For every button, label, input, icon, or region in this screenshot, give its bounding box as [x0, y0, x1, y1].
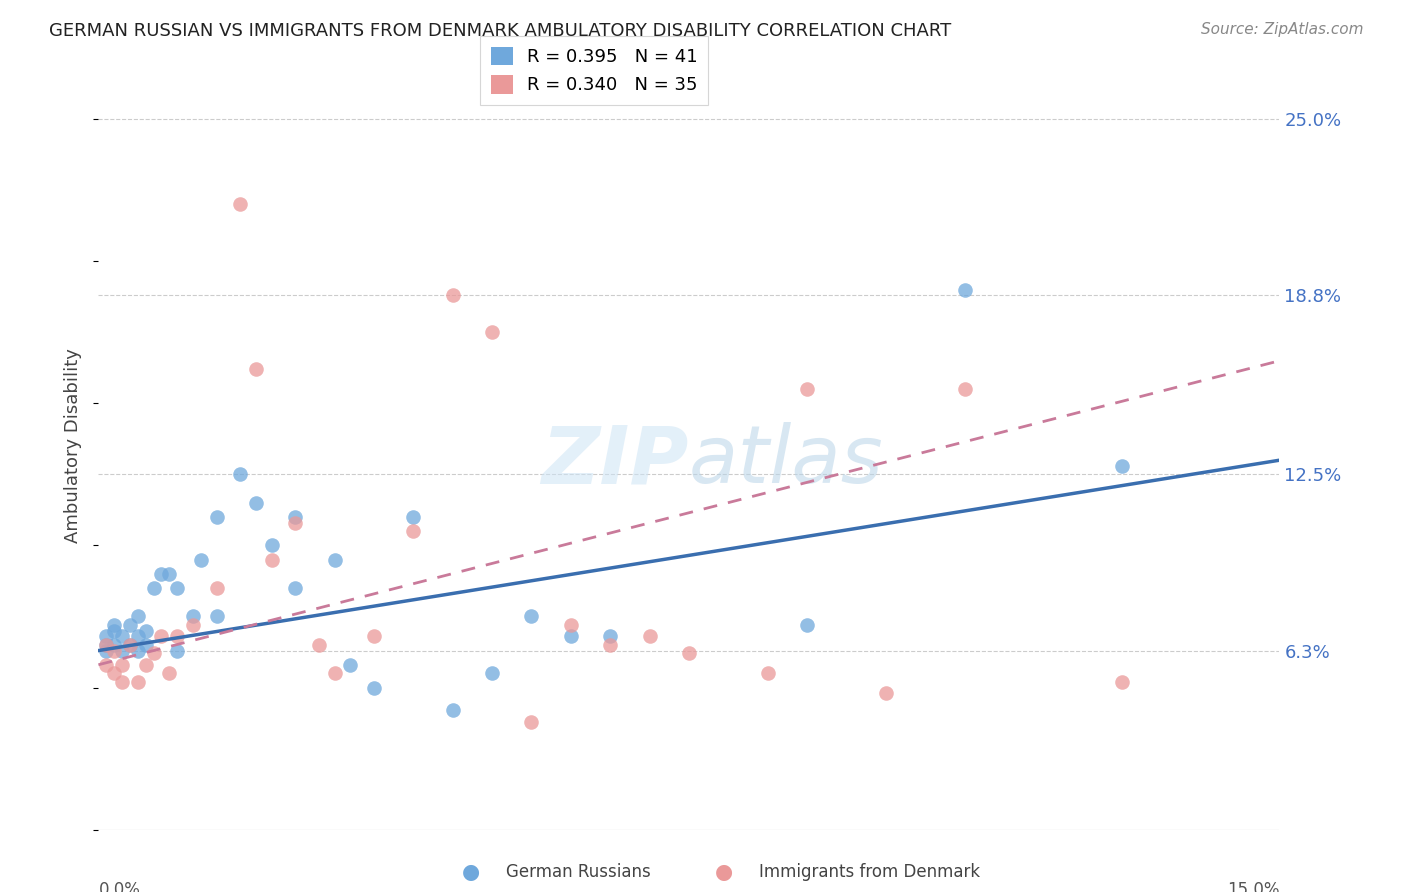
Point — [111, 643, 134, 657]
Text: German Russians: German Russians — [506, 863, 651, 881]
Point — [111, 674, 134, 689]
Point — [441, 288, 464, 302]
Point — [118, 618, 141, 632]
Point — [103, 624, 125, 638]
Point — [363, 629, 385, 643]
Point — [560, 618, 582, 632]
Point — [363, 681, 385, 695]
Point — [260, 552, 283, 566]
Point — [1111, 674, 1133, 689]
Text: Immigrants from Denmark: Immigrants from Denmark — [759, 863, 980, 881]
Point — [481, 666, 503, 681]
Point — [103, 638, 125, 652]
Point — [875, 686, 897, 700]
Point — [284, 516, 307, 530]
Point — [953, 382, 976, 396]
Point — [96, 638, 118, 652]
Point — [205, 581, 228, 595]
Point — [181, 609, 204, 624]
Point — [953, 283, 976, 297]
Point — [135, 624, 157, 638]
Point — [599, 629, 621, 643]
Point — [402, 510, 425, 524]
Text: ●: ● — [463, 863, 479, 882]
Point — [103, 666, 125, 681]
Point — [481, 326, 503, 340]
Text: 0.0%: 0.0% — [98, 880, 141, 892]
Point — [1111, 458, 1133, 473]
Point — [190, 552, 212, 566]
Point — [308, 638, 330, 652]
Point — [127, 643, 149, 657]
Point — [96, 638, 118, 652]
Point — [229, 197, 252, 211]
Point — [127, 629, 149, 643]
Point — [142, 647, 165, 661]
Point — [135, 657, 157, 672]
Point — [111, 657, 134, 672]
Point — [118, 638, 141, 652]
Point — [599, 638, 621, 652]
Point — [150, 629, 173, 643]
Point — [756, 666, 779, 681]
Y-axis label: Ambulatory Disability: Ambulatory Disability — [65, 349, 83, 543]
Text: ●: ● — [716, 863, 733, 882]
Point — [678, 647, 700, 661]
Point — [245, 496, 267, 510]
Point — [135, 638, 157, 652]
Point — [118, 638, 141, 652]
Point — [260, 538, 283, 552]
Point — [520, 714, 543, 729]
Point — [181, 618, 204, 632]
Point — [402, 524, 425, 539]
Point — [96, 629, 118, 643]
Point — [796, 618, 818, 632]
Point — [157, 666, 180, 681]
Text: 15.0%: 15.0% — [1227, 880, 1279, 892]
Point — [205, 609, 228, 624]
Point — [245, 362, 267, 376]
Point — [103, 618, 125, 632]
Point — [284, 581, 307, 595]
Legend: R = 0.395   N = 41, R = 0.340   N = 35: R = 0.395 N = 41, R = 0.340 N = 35 — [479, 36, 709, 105]
Point — [441, 703, 464, 717]
Point — [166, 629, 188, 643]
Point — [111, 629, 134, 643]
Point — [638, 629, 661, 643]
Text: atlas: atlas — [689, 422, 884, 500]
Point — [96, 657, 118, 672]
Point — [229, 467, 252, 482]
Point — [205, 510, 228, 524]
Point — [127, 609, 149, 624]
Point — [323, 552, 346, 566]
Text: GERMAN RUSSIAN VS IMMIGRANTS FROM DENMARK AMBULATORY DISABILITY CORRELATION CHAR: GERMAN RUSSIAN VS IMMIGRANTS FROM DENMAR… — [49, 22, 952, 40]
Point — [339, 657, 361, 672]
Point — [560, 629, 582, 643]
Text: ZIP: ZIP — [541, 422, 689, 500]
Point — [142, 581, 165, 595]
Point — [103, 643, 125, 657]
Point — [127, 674, 149, 689]
Point — [150, 566, 173, 581]
Point — [796, 382, 818, 396]
Point — [323, 666, 346, 681]
Point — [520, 609, 543, 624]
Point — [157, 566, 180, 581]
Point — [166, 643, 188, 657]
Point — [166, 581, 188, 595]
Text: Source: ZipAtlas.com: Source: ZipAtlas.com — [1201, 22, 1364, 37]
Point — [96, 643, 118, 657]
Point — [284, 510, 307, 524]
